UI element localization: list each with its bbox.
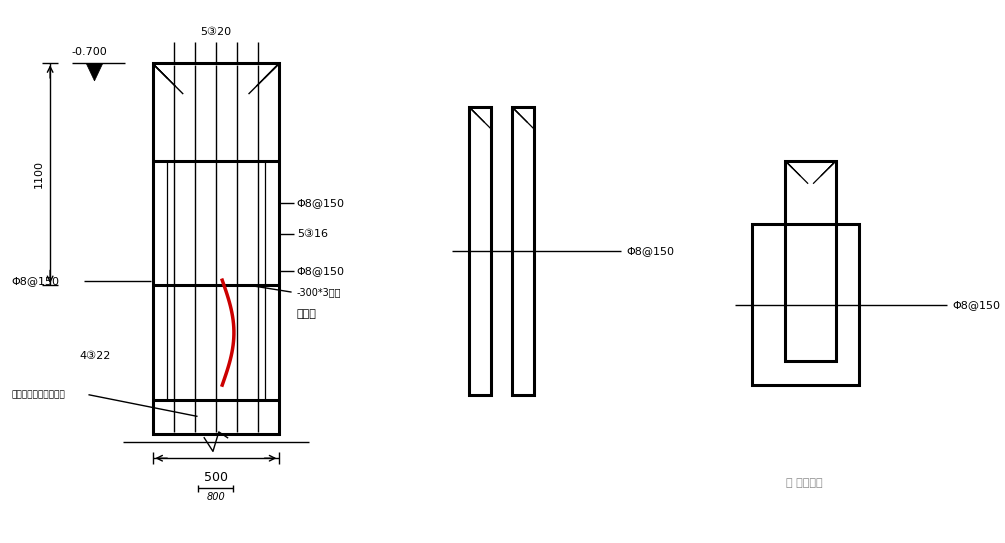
Bar [752, 224, 859, 385]
Text: Φ8@150: Φ8@150 [952, 300, 1000, 310]
Text: 止水带: 止水带 [296, 309, 317, 319]
Text: -300*3钉板: -300*3钉板 [296, 287, 342, 298]
Text: 500: 500 [204, 471, 228, 484]
Text: 800: 800 [206, 493, 225, 502]
Polygon shape [86, 64, 103, 81]
Bar [153, 64, 279, 434]
Text: Φ8@150: Φ8@150 [626, 246, 674, 256]
Text: 1100: 1100 [33, 160, 43, 188]
Text: -0.700: -0.700 [71, 47, 108, 56]
Text: 4③22: 4③22 [79, 351, 111, 361]
Bar [167, 161, 264, 400]
Text: 原地下室外墙竖向钉筋: 原地下室外墙竖向钉筋 [11, 390, 65, 399]
Text: Φ8@150: Φ8@150 [296, 198, 345, 208]
Bar [785, 161, 836, 361]
Bar [513, 107, 534, 395]
Text: 5③20: 5③20 [200, 27, 231, 37]
Text: 🙂 筑龙岐土: 🙂 筑龙岐土 [786, 478, 823, 488]
Bar [469, 107, 490, 395]
Text: Φ8@150: Φ8@150 [11, 276, 59, 286]
Text: Φ8@150: Φ8@150 [296, 266, 345, 276]
Text: 5③16: 5③16 [296, 229, 328, 239]
